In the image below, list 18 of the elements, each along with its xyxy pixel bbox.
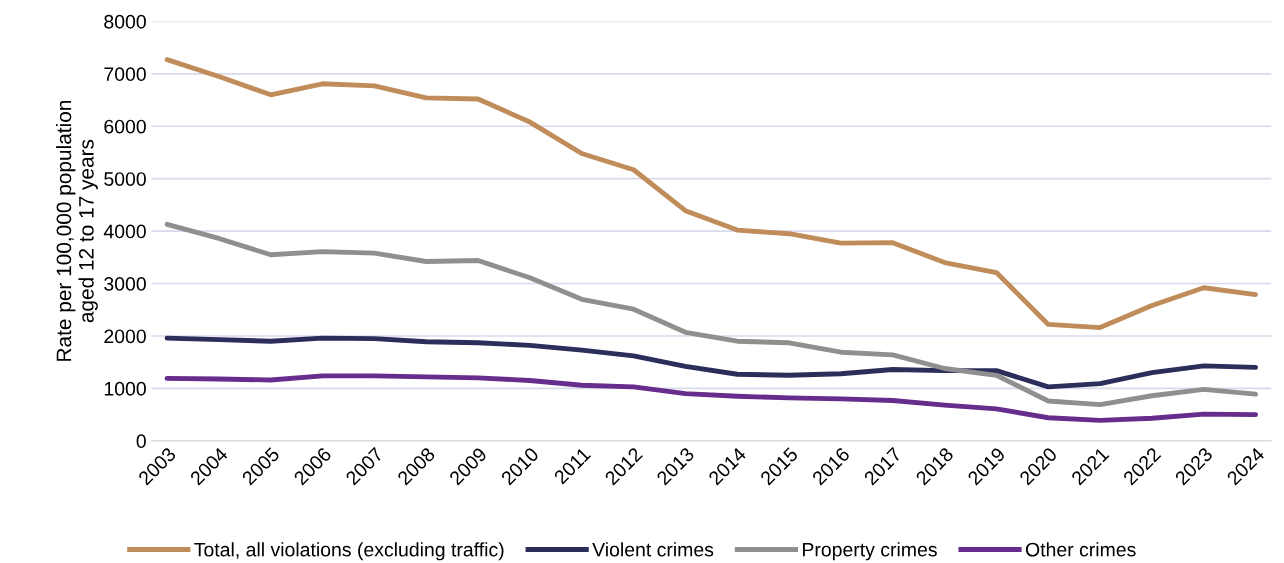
y-tick-label: 3000: [104, 277, 146, 291]
y-tick-label: 1000: [104, 381, 146, 396]
line-series: [164, 335, 1259, 390]
line-series: [164, 57, 1259, 331]
y-axis-title: Rate per 100,000 population aged 12 to 17 years: [55, 100, 98, 361]
legend-label: Violent crimes: [592, 542, 714, 557]
y-tick-label: 8000: [104, 14, 146, 29]
y-tick-label: 4000: [103, 224, 146, 239]
line-series: [164, 373, 1259, 423]
y-tick-label: 6000: [104, 119, 146, 134]
legend-label: Property crimes: [803, 542, 937, 561]
y-tick-label: 0: [136, 434, 146, 449]
y-tick-label: 7000: [104, 67, 146, 82]
line-series: [164, 221, 1259, 408]
y-tick-label: 2000: [104, 329, 146, 344]
legend-label: Other crimes: [1025, 542, 1136, 557]
y-tick-label: 5000: [104, 172, 146, 186]
legend-label: Total, all violations (excluding traffic): [194, 542, 504, 561]
